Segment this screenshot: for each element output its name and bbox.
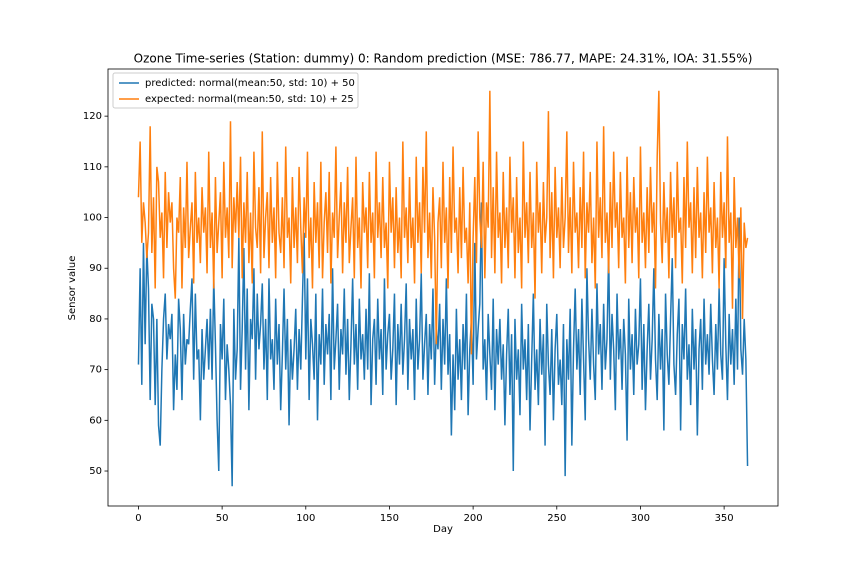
legend: predicted: normal(mean:50, std: 10) + 50… (112, 72, 359, 109)
x-tick-label: 50 (216, 513, 229, 524)
x-axis-label: Day (433, 524, 453, 535)
x-tick-label: 150 (380, 513, 399, 524)
x-tick-label: 250 (547, 513, 566, 524)
y-tick-label: 50 (89, 466, 102, 477)
series-line (137, 202, 749, 487)
series-line (137, 90, 749, 355)
x-tick-label: 0 (135, 513, 141, 524)
y-tick-label: 120 (83, 111, 102, 122)
legend-label: predicted: normal(mean:50, std: 10) + 50 (145, 78, 355, 89)
x-tick-label: 300 (631, 513, 650, 524)
x-tick-label: 100 (296, 513, 315, 524)
chart-title: Ozone Time-series (Station: dummy) 0: Ra… (134, 52, 753, 66)
x-tick-label: 200 (464, 513, 483, 524)
y-tick-label: 60 (89, 415, 102, 426)
legend-box (112, 72, 359, 109)
y-tick-label: 70 (89, 365, 102, 376)
y-tick-label: 90 (89, 263, 102, 274)
y-tick-label: 110 (83, 162, 102, 173)
y-tick-label: 80 (89, 314, 102, 325)
legend-label: expected: normal(mean:50, std: 10) + 25 (145, 94, 354, 105)
y-tick-label: 100 (83, 213, 102, 224)
y-axis-label: Sensor value (67, 256, 78, 321)
x-tick-label: 350 (715, 513, 734, 524)
plot-frame (107, 68, 779, 507)
